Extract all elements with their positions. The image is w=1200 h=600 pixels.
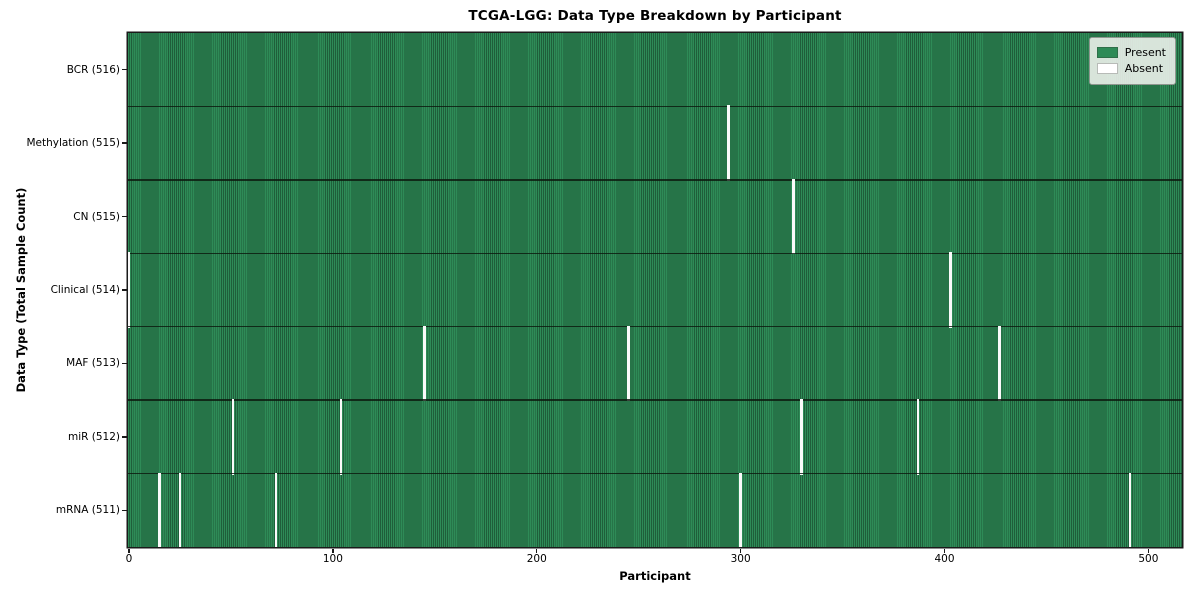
absent-gap-maf-145 — [423, 325, 426, 402]
absent-gap-clinical-0 — [128, 252, 131, 328]
row-divider — [128, 472, 1182, 475]
absent-gap-cn-326 — [792, 178, 795, 255]
x-tick-label-200: 200 — [526, 553, 547, 565]
x-tick-mark — [1147, 548, 1149, 553]
row-divider — [128, 252, 1182, 254]
x-tick-mark — [943, 548, 946, 553]
absent-gap-maf-427 — [998, 325, 1001, 402]
y-tick-mark — [121, 289, 127, 291]
legend-label-absent: Absent — [1124, 62, 1164, 75]
y-tick-mark — [121, 509, 127, 511]
legend-item-absent: Absent — [1096, 62, 1166, 75]
absent-gap-mir-104 — [339, 399, 343, 475]
absent-gap-mir-330 — [800, 399, 804, 475]
x-axis-label: Participant — [619, 569, 691, 583]
row-maf — [128, 326, 1182, 401]
legend-swatch-absent-icon — [1096, 63, 1118, 74]
y-tick-label-cn: CN (515) — [73, 210, 120, 223]
y-tick-mark — [121, 142, 127, 144]
y-tick-label-bcr: BCR (516) — [66, 63, 120, 76]
x-tick-mark — [536, 548, 538, 553]
row-cn — [128, 179, 1182, 254]
y-tick-label-maf: MAF (513) — [66, 357, 120, 370]
row-clinical — [128, 253, 1182, 327]
row-divider — [128, 399, 1182, 401]
row-methylation — [128, 106, 1182, 180]
absent-gap-methylation-294 — [727, 105, 730, 181]
x-tick-label-100: 100 — [322, 553, 343, 565]
x-tick-label-400: 400 — [934, 553, 955, 565]
row-mrna — [128, 473, 1182, 547]
row-mir — [128, 400, 1182, 474]
row-bcr — [128, 33, 1182, 107]
absent-gap-clinical-403 — [949, 252, 952, 328]
absent-gap-mrna-15 — [158, 472, 161, 547]
y-tick-label-mrna: mRNA (511) — [55, 504, 120, 517]
absent-gap-maf-245 — [627, 325, 630, 402]
row-divider — [128, 179, 1182, 181]
y-tick-mark — [121, 436, 127, 438]
legend-item-present: Present — [1096, 46, 1166, 59]
absent-gap-mir-387 — [916, 399, 920, 475]
x-tick-mark — [332, 548, 334, 553]
row-divider — [128, 105, 1182, 108]
absent-gap-mrna-491 — [1128, 472, 1132, 547]
y-tick-label-methylation: Methylation (515) — [26, 137, 120, 150]
legend-swatch-present-icon — [1096, 47, 1118, 58]
chart-title: TCGA-LGG: Data Type Breakdown by Partici… — [468, 8, 842, 24]
y-tick-label-clinical: Clinical (514) — [50, 284, 120, 296]
x-tick-label-300: 300 — [730, 553, 751, 565]
row-divider — [128, 326, 1182, 328]
absent-gap-mrna-25 — [178, 472, 182, 547]
y-tick-mark — [121, 69, 127, 71]
x-tick-mark — [128, 548, 130, 553]
x-tick-label-0: 0 — [125, 553, 133, 565]
x-tick-label-500: 500 — [1138, 553, 1159, 565]
absent-gap-mrna-72 — [274, 472, 278, 547]
x-tick-mark — [739, 548, 742, 553]
y-tick-mark — [121, 215, 127, 218]
y-tick-mark — [121, 362, 127, 365]
absent-gap-mir-51 — [231, 399, 235, 475]
absent-gap-mrna-300 — [739, 472, 742, 547]
y-tick-label-mir: miR (512) — [67, 430, 120, 443]
plot-area: Present Absent — [128, 33, 1182, 547]
legend: Present Absent — [1088, 37, 1176, 85]
legend-label-present: Present — [1124, 46, 1166, 59]
